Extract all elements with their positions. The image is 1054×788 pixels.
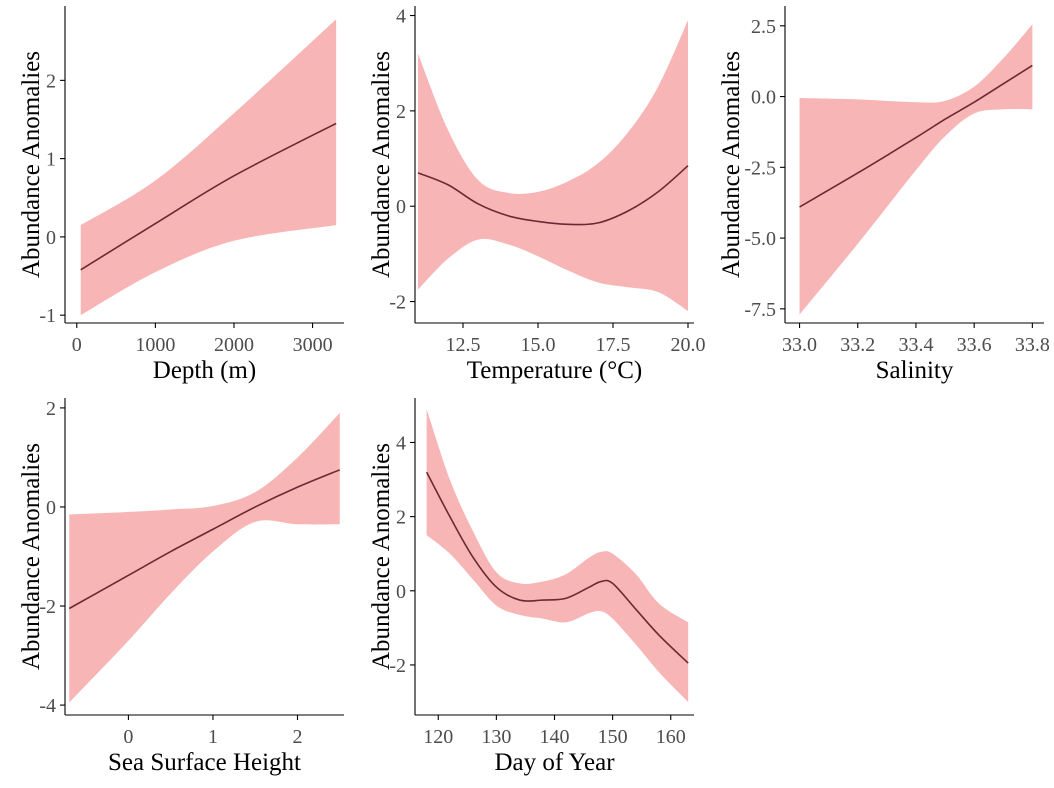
y-tick-label: 2: [46, 398, 56, 420]
y-tick-label: 2: [396, 507, 406, 529]
y-axis-title: Abundance Anomalies: [718, 51, 745, 278]
y-tick-label: -7.5: [744, 299, 776, 321]
x-tick-label: 33.0: [782, 334, 817, 356]
y-axis-title: Abundance Anomalies: [18, 443, 45, 670]
y-axis-title: Abundance Anomalies: [368, 443, 395, 670]
x-tick-label: 12.5: [446, 334, 481, 356]
x-tick-label: 2000: [214, 334, 254, 356]
fitted-line: [799, 64, 1033, 208]
fitted-line: [425, 471, 689, 664]
y-tick-label: 0: [46, 497, 56, 519]
x-tick-label: 3000: [293, 334, 333, 356]
y-axis-title: Abundance Anomalies: [18, 51, 45, 278]
y-tick-label: 2: [396, 101, 406, 123]
y-tick-label: 4: [396, 6, 406, 28]
x-tick-label: 2: [293, 726, 303, 748]
x-tick-label: 33.8: [1015, 334, 1050, 356]
x-tick-label: 160: [656, 726, 686, 748]
confidence-band: [69, 412, 340, 703]
confidence-band: [799, 24, 1033, 315]
y-tick-label: 2: [46, 70, 56, 92]
y-tick-label: -1: [39, 305, 56, 327]
x-tick-label: 1000: [135, 334, 175, 356]
x-tick-label: 20.0: [671, 334, 706, 356]
y-tick-label: -2: [39, 596, 56, 618]
x-tick-label: 33.2: [840, 334, 875, 356]
panel-1: 0 1000 2000 3000 -1 0 1 2 Depth (m) Abundance Ano…: [18, 6, 344, 384]
fitted-line: [417, 165, 689, 226]
y-tick-label: 0: [396, 196, 406, 218]
fitted-line: [80, 122, 337, 271]
y-tick-label: -2.5: [744, 157, 776, 179]
y-tick-label: 0.0: [751, 87, 776, 109]
x-axis-title: Temperature (°C): [467, 357, 643, 384]
x-tick-label: 33.6: [957, 334, 992, 356]
y-tick-label: 2.5: [751, 16, 776, 38]
x-axis-title: Salinity: [876, 357, 954, 384]
x-tick-label: 150: [598, 726, 628, 748]
x-tick-label: 130: [481, 726, 511, 748]
y-tick-label: -5.0: [744, 228, 776, 250]
y-tick-label: -2: [389, 292, 406, 314]
y-tick-label: 0: [46, 227, 56, 249]
x-tick-label: 17.5: [596, 334, 631, 356]
y-tick-label: -4: [39, 695, 56, 717]
fitted-line: [68, 469, 341, 610]
x-tick-label: 33.4: [898, 334, 933, 356]
x-tick-label: 120: [423, 726, 453, 748]
x-tick-label: 1: [208, 726, 218, 748]
x-tick-label: 0: [72, 334, 82, 356]
y-axis-title: Abundance Anomalies: [368, 51, 395, 278]
y-tick-label: 1: [46, 149, 56, 171]
x-axis-title: Day of Year: [494, 749, 615, 776]
panel-5: 120 130 140 150 160 -2 0 2 4 Day of Year Abundance…: [368, 398, 694, 776]
panel-3: 33.0 33.2 33.4 33.6 33.8 -7.5 -5.0 -2.5 0.0 2.5 Sa…: [718, 6, 1050, 384]
x-axis-title: Sea Surface Height: [108, 749, 301, 776]
confidence-band: [426, 409, 689, 703]
x-tick-label: 0: [123, 726, 133, 748]
x-tick-label: 140: [540, 726, 570, 748]
confidence-band: [80, 19, 337, 316]
x-tick-label: 15.0: [521, 334, 556, 356]
y-tick-label: 0: [396, 581, 406, 603]
y-tick-label: 4: [396, 432, 406, 454]
y-tick-label: -2: [389, 655, 406, 677]
x-axis-title: Depth (m): [153, 357, 256, 384]
panel-2: 12.5 15.0 17.5 20.0 -2 0 2 4 Temperature (°C) Abu…: [368, 6, 706, 384]
confidence-band: [418, 20, 688, 312]
